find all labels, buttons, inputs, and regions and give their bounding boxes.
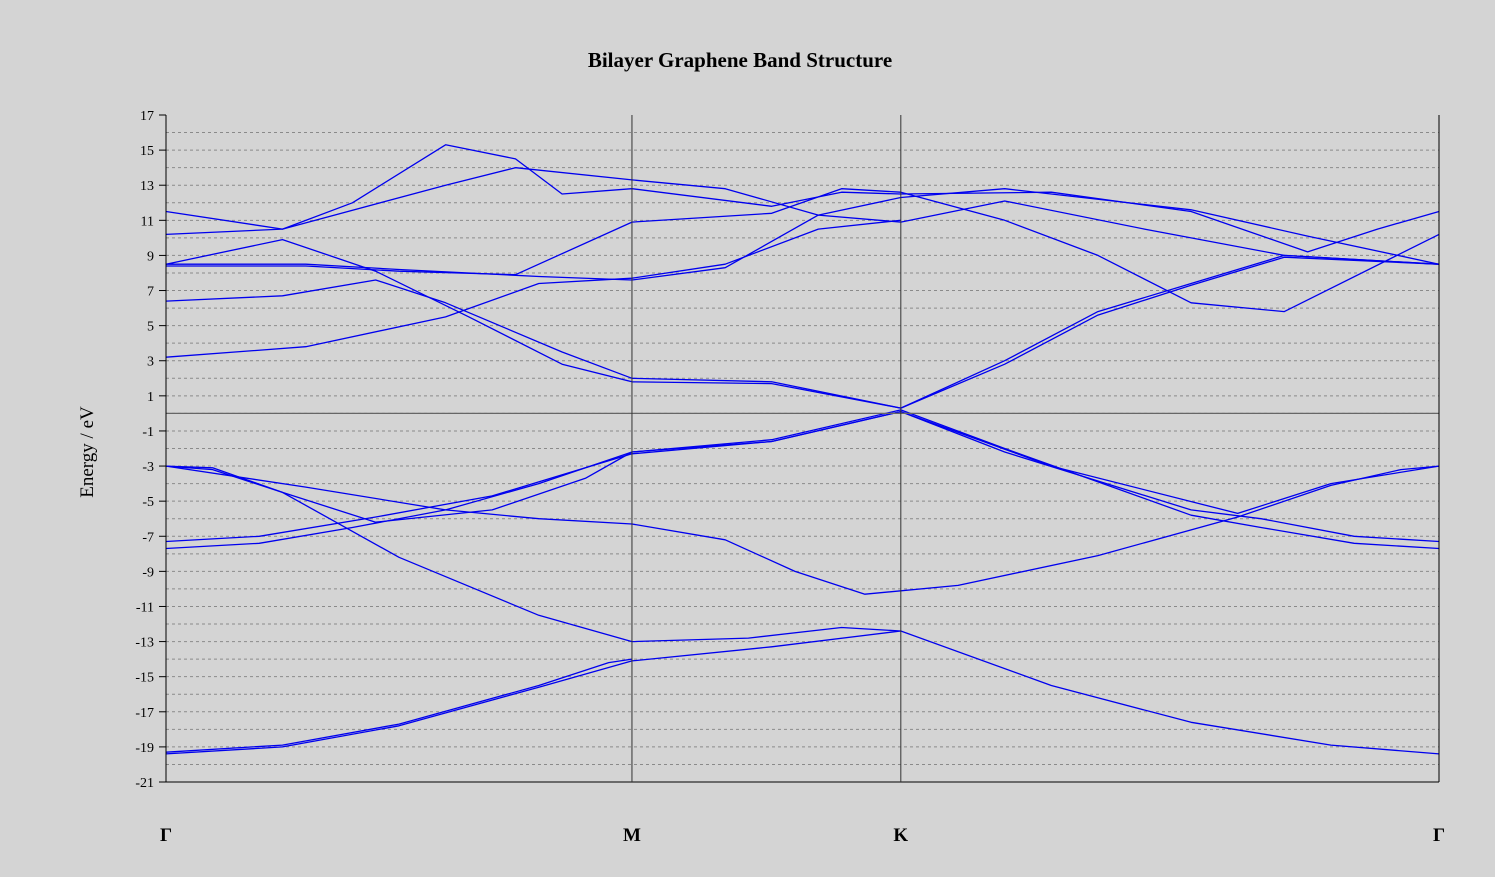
tick-labels: 17 15 13 11 9 7 5 3 1 -1 -3 -5 -7 -9 -11 -13 -15 -17 -19 -2…: [135, 109, 1445, 846]
y-tick-label: -15: [135, 671, 154, 686]
x-tick-label: M: [623, 825, 641, 846]
band-line: [165, 658, 633, 753]
y-tick-label: -7: [142, 530, 154, 545]
y-tick-label: -9: [142, 565, 154, 580]
band-lines: [165, 144, 1440, 755]
y-tick-label: 3: [147, 355, 154, 370]
y-tick-label: 13: [140, 179, 154, 194]
y-tick-label: 15: [140, 144, 154, 159]
y-tick-label: -3: [142, 460, 154, 475]
band-line: [165, 238, 1440, 409]
y-tick-label: 17: [140, 109, 154, 124]
band-line: [166, 188, 1440, 281]
y-tick-label: 7: [147, 285, 154, 300]
y-tick-label: -5: [142, 495, 154, 510]
band-line: [165, 465, 1440, 595]
grid-lines: [166, 132, 1439, 765]
band-line: [165, 256, 1440, 409]
band-line: [165, 409, 1440, 550]
band-line: [165, 219, 901, 358]
y-tick-label: 5: [147, 320, 154, 335]
y-tick-label: -1: [142, 425, 154, 440]
y-tick-label: -13: [135, 636, 154, 651]
band-line: [165, 167, 1440, 265]
y-tick-label: -21: [135, 776, 154, 791]
y-tick-label: -17: [135, 706, 154, 721]
chart-title: Bilayer Graphene Band Structure: [587, 48, 893, 72]
band-line: [165, 630, 1440, 755]
band-line: [166, 188, 1440, 313]
band-line: [165, 410, 1440, 550]
x-tick-label: K: [893, 825, 908, 846]
y-tick-label: 1: [147, 390, 154, 405]
x-tick-label: Γ: [160, 825, 172, 846]
axes: [159, 114, 1440, 783]
x-tick-label: Γ: [1433, 825, 1445, 846]
y-tick-label: 9: [147, 249, 154, 264]
y-tick-label: 11: [141, 214, 154, 229]
y-tick-label: -19: [135, 741, 154, 756]
y-tick-label: -11: [136, 600, 154, 615]
band-line: [165, 144, 1440, 253]
